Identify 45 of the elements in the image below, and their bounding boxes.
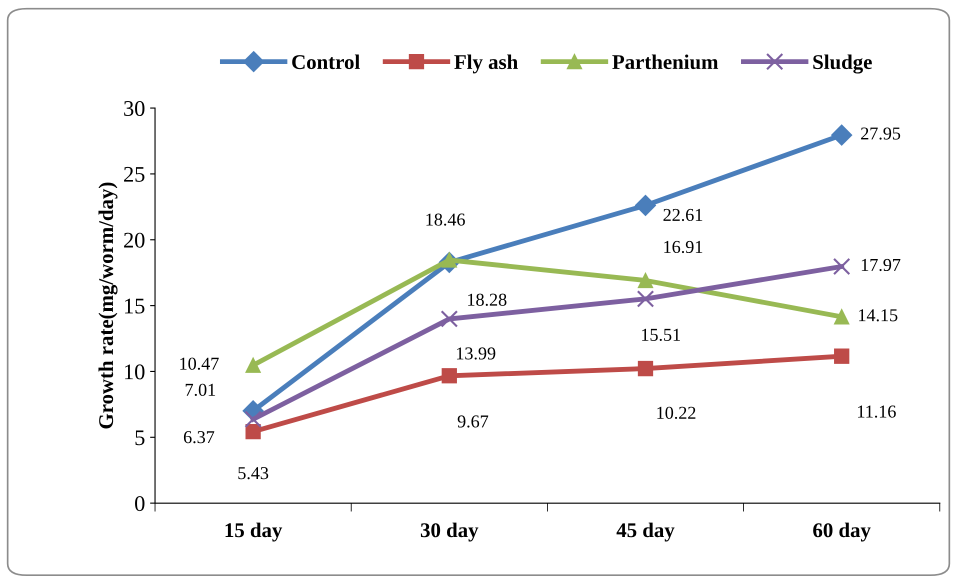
point <box>245 358 261 373</box>
point <box>440 310 458 328</box>
x-tick-label: 30 day <box>420 522 478 542</box>
data-label: 6.37 <box>184 431 214 444</box>
point <box>638 272 654 288</box>
data-label: 9.67 <box>458 415 488 428</box>
data-label: 5.43 <box>238 467 268 480</box>
data-label: 7.01 <box>186 384 216 396</box>
data-label: 15.51 <box>642 328 680 341</box>
y-tick-label: 20 <box>124 232 144 248</box>
legend-label: Parthenium <box>612 54 718 70</box>
data-label: 17.97 <box>862 258 900 272</box>
point <box>244 410 262 428</box>
data-label: 27.95 <box>861 127 900 140</box>
data-label: 13.99 <box>456 347 496 360</box>
legend-label: Fly ash <box>454 54 518 74</box>
legend-label: Control <box>292 54 360 70</box>
data-label: 18.28 <box>468 294 506 306</box>
point <box>442 368 457 384</box>
y-tick-label: 5 <box>135 430 144 446</box>
y-tick-label: 0 <box>135 496 144 512</box>
data-label: 18.46 <box>426 213 465 226</box>
point <box>245 424 261 440</box>
point <box>634 194 656 216</box>
y-tick-label: 30 <box>124 101 144 116</box>
point <box>833 258 850 276</box>
x-tick-label: 45 day <box>616 522 675 542</box>
data-label: 10.47 <box>180 358 219 370</box>
data-label: 16.91 <box>664 240 702 254</box>
point <box>834 309 850 324</box>
x-tick-label: 15 day <box>226 522 282 542</box>
data-label: 10.22 <box>657 406 696 419</box>
data-label: 22.61 <box>663 208 702 222</box>
point <box>638 360 654 376</box>
y-tick-label: 25 <box>124 166 144 182</box>
y-tick-label: 10 <box>125 364 144 380</box>
y-tick-label: 15 <box>125 298 144 314</box>
point <box>831 124 852 146</box>
point <box>834 348 850 364</box>
data-label: 14.15 <box>859 309 898 322</box>
x-tick-label: 60 day <box>813 522 871 542</box>
y-axis-title: Growth rate(mg/worm/day) <box>98 182 118 429</box>
legend-label: Sludge <box>813 54 872 74</box>
data-label: 11.16 <box>858 406 896 418</box>
point <box>636 290 654 308</box>
